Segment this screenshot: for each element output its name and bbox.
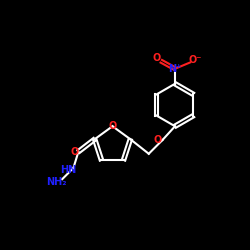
Text: O⁻: O⁻ — [189, 54, 202, 64]
Text: O: O — [152, 52, 161, 62]
Text: NH₂: NH₂ — [46, 177, 67, 187]
Text: HN: HN — [60, 166, 76, 175]
Text: O: O — [70, 147, 79, 157]
Text: N⁺: N⁺ — [168, 64, 182, 74]
Text: O: O — [108, 121, 116, 131]
Text: O: O — [154, 135, 162, 145]
